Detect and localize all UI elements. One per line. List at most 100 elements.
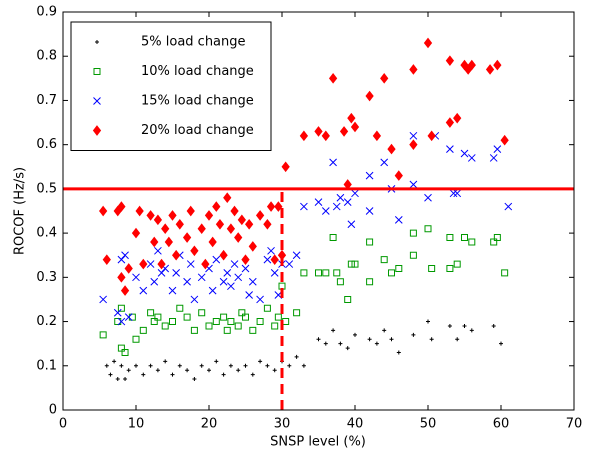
scatter-point [409,251,417,259]
scatter-point [395,264,403,272]
x-tick-label: 20 [201,417,218,432]
scatter-point [248,241,257,252]
scatter-point [226,223,236,235]
scatter-point [409,64,418,75]
scatter-point [282,318,290,326]
scatter-point [380,256,388,264]
scatter-point [205,322,213,330]
scatter-point [389,337,394,342]
scatter-point [146,210,155,221]
scatter-point [315,269,322,277]
scatter-point [263,304,271,312]
scatter-point [445,117,455,128]
scatter-point [212,255,221,264]
scatter-point [455,337,460,342]
scatter-point [241,254,250,265]
scatter-point [294,354,299,359]
scatter-point [183,313,191,321]
scatter-point [365,171,374,180]
scatter-point [153,214,163,226]
scatter-point [146,260,155,268]
scatter-point [117,317,126,326]
scatter-point [121,349,129,357]
scatter-point [99,205,108,217]
scatter-point [215,218,225,230]
scatter-point [124,313,133,321]
scatter-point [323,341,328,346]
scatter-point [190,295,199,304]
scatter-point [329,158,337,167]
scatter-point [271,322,279,330]
scatter-point [504,202,513,211]
legend-label: 20% load change [141,123,254,138]
scatter-point [219,249,228,261]
scatter-point [190,326,198,334]
scatter-point [292,251,301,260]
scatter-point [336,193,345,202]
scatter-point [321,207,330,215]
scatter-point [461,234,468,242]
scatter-point [161,322,169,330]
scatter-point [148,363,153,368]
y-tick-label: 0.7 [36,93,57,108]
scatter-point [139,258,148,270]
y-tick-label: 0.4 [36,226,57,241]
scatter-point [316,337,321,342]
scatter-point [150,236,159,248]
scatter-point [104,363,109,368]
scatter-point [115,377,120,382]
scatter-point [154,313,162,321]
scatter-point [336,278,344,286]
y-tick-label: 0.8 [36,49,57,64]
scatter-point [366,238,374,246]
scatter-point [132,273,140,282]
scatter-point [250,372,255,377]
y-tick-label: 0 [49,403,57,418]
x-tick-label: 40 [347,417,364,432]
scatter-point [366,278,374,286]
plot-frame [62,11,575,411]
scatter-point [237,214,246,226]
scatter-point [220,313,228,321]
scatter-point [117,344,125,352]
scatter-point [267,246,275,255]
scatter-point [234,232,243,243]
scatter-point [500,134,509,146]
scatter-point [208,236,217,248]
scatter-point [177,363,182,368]
scatter-point [147,309,155,317]
scatter-point [139,286,148,295]
scatter-point [351,260,359,268]
scatter-point [300,269,308,277]
scatter-point [409,139,418,150]
scatter-point [201,258,210,270]
scatter-point [190,245,199,257]
scatter-point [314,126,323,137]
scatter-point [380,158,389,167]
scatter-point [333,269,341,277]
scatter-point [102,254,111,265]
scatter-point [274,201,283,212]
scatter-point [123,377,128,382]
scatter-point [347,220,356,229]
legend-marker [95,40,99,44]
scatter-point [124,263,133,274]
scatter-point [339,126,349,137]
scatter-point [172,269,181,277]
scatter-point [322,269,330,277]
scatter-point [197,273,206,282]
scatter-point [328,73,338,84]
scatter-point [248,277,257,286]
scatter-point [243,363,248,368]
scatter-point [447,323,452,328]
x-tick-label: 50 [420,417,437,432]
scatter-point [155,368,160,373]
y-tick-label: 0.2 [36,314,57,329]
scatter-point [382,328,387,333]
scatter-point [467,154,476,162]
scatter-point [374,341,379,346]
scatter-point [301,363,306,368]
scatter-point [449,189,458,198]
scatter-point [453,260,461,268]
scatter-point [426,319,430,324]
